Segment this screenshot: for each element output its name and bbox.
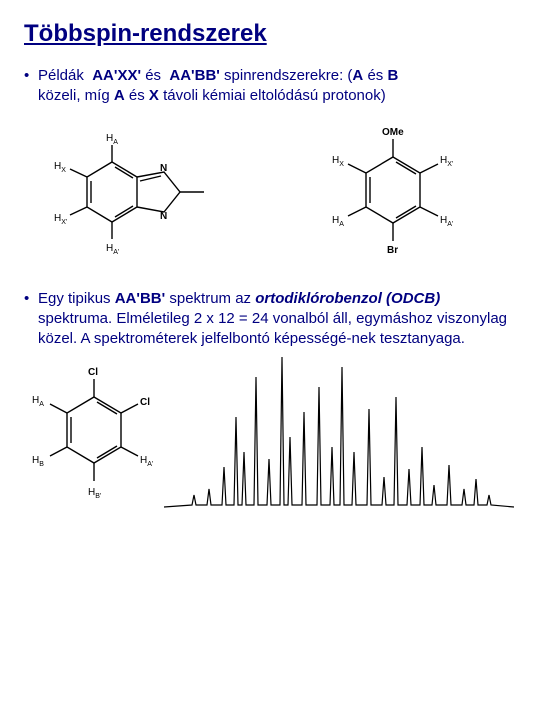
sub3-Ap: A' — [147, 461, 153, 468]
p1-mid2: és — [367, 67, 383, 84]
svg-text:HB: HB — [32, 455, 44, 468]
paragraph-2: • Egy tipikus AA'BB' spektrum az ortodik… — [24, 289, 516, 350]
spectrum-plot — [164, 357, 516, 522]
label-HAp: H — [106, 243, 113, 254]
svg-text:HA': HA' — [140, 455, 153, 468]
p1-lead: Példák — [38, 67, 84, 84]
p2-e: spektruma. Elméletileg 2 x 12 = 24 vonal… — [38, 310, 507, 347]
p1-mid3: és — [129, 87, 145, 104]
p1-mid1: és — [145, 67, 161, 84]
p2-c: spektrum az — [169, 290, 251, 307]
label2-HAp: H — [440, 215, 447, 226]
label-HXp: H — [54, 213, 61, 224]
sub-Ap: A' — [113, 249, 119, 256]
p1-sys1: AA'XX' — [92, 67, 141, 84]
sub3-A: A — [39, 401, 44, 408]
sub-X: X — [61, 167, 66, 174]
svg-text:HA': HA' — [106, 243, 119, 256]
svg-text:HA: HA — [106, 133, 118, 146]
svg-text:HX: HX — [332, 155, 344, 168]
p1-line2b: távoli kémiai eltolódású protonok) — [163, 87, 386, 104]
svg-text:HA: HA — [32, 395, 44, 408]
p1-line2a: közeli, míg — [38, 87, 110, 104]
molecule-2: OMe Br HX HX' HA HA' — [298, 117, 488, 267]
sub-Xp: X' — [61, 219, 67, 226]
p2-d: ortodiklórobenzol (ODCB) — [255, 290, 440, 307]
label3-HAp: H — [140, 455, 147, 466]
p1-cond4: X — [149, 87, 159, 104]
label-N1: N — [160, 163, 167, 174]
label3-HB: H — [32, 455, 39, 466]
label3-HBp: H — [88, 487, 95, 498]
molecule-row: HA HX HX' HA' N N OMe Br HX — [24, 117, 516, 267]
sub2-Ap: A' — [447, 221, 453, 228]
spectrum-row: Cl Cl HA HB HA' HB' — [24, 357, 516, 522]
svg-text:HA: HA — [332, 215, 344, 228]
svg-text:HX': HX' — [54, 213, 67, 226]
p1-cond1: A — [352, 67, 363, 84]
label2-HXp: H — [440, 155, 447, 166]
label-OMe: OMe — [382, 127, 404, 138]
sub3-B: B — [39, 461, 44, 468]
sub-A: A — [113, 139, 118, 146]
sub2-Xp: X' — [447, 161, 453, 168]
label2-HX: H — [332, 155, 339, 166]
sub3-Bp: B' — [95, 493, 101, 500]
label2-HA: H — [332, 215, 339, 226]
label-HX: H — [54, 161, 61, 172]
molecule-odcb: Cl Cl HA HB HA' HB' — [24, 357, 164, 522]
svg-text:HX': HX' — [440, 155, 453, 168]
label-Cl2: Cl — [140, 397, 150, 408]
bullet-icon-2: • — [24, 289, 38, 350]
svg-text:HA': HA' — [440, 215, 453, 228]
svg-text:HX: HX — [54, 161, 66, 174]
paragraph-2-body: Egy tipikus AA'BB' spektrum az ortodikló… — [38, 289, 516, 350]
bullet-icon: • — [24, 66, 38, 107]
label-Br: Br — [387, 245, 398, 256]
p2-a: Egy tipikus — [38, 290, 111, 307]
label-N2: N — [160, 211, 167, 222]
label-HA: H — [106, 133, 113, 144]
p1-cond3: A — [114, 87, 125, 104]
p2-b: AA'BB' — [115, 290, 165, 307]
page-title: Többspin-rendszerek — [24, 20, 516, 48]
svg-text:HB': HB' — [88, 487, 101, 500]
molecule-1: HA HX HX' HA' N N — [52, 117, 242, 267]
sub2-A: A — [339, 221, 344, 228]
p1-cond2: B — [387, 67, 398, 84]
paragraph-1: • Példák AA'XX' és AA'BB' spinrendszerek… — [24, 66, 516, 107]
label-Cl1: Cl — [88, 367, 98, 378]
p1-tail1: spinrendszerekre: ( — [224, 67, 352, 84]
paragraph-1-body: Példák AA'XX' és AA'BB' spinrendszerekre… — [38, 66, 516, 107]
p1-sys2: AA'BB' — [169, 67, 219, 84]
sub2-X: X — [339, 161, 344, 168]
label3-HA: H — [32, 395, 39, 406]
